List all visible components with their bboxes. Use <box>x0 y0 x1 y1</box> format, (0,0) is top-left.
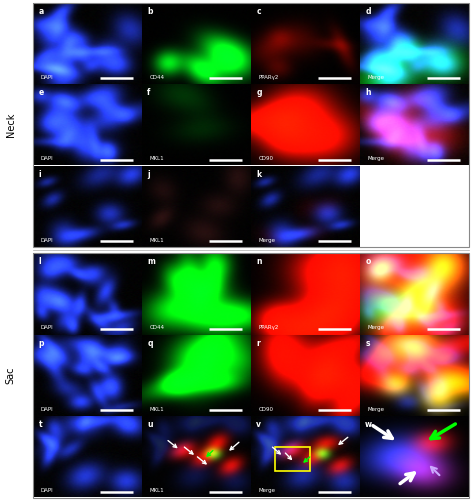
Text: Merge: Merge <box>259 238 276 243</box>
Text: DAPI: DAPI <box>41 488 53 494</box>
Text: DAPI: DAPI <box>41 75 53 80</box>
Text: h: h <box>365 88 371 97</box>
Text: CD90: CD90 <box>259 407 274 412</box>
Text: DAPI: DAPI <box>41 156 53 162</box>
Text: q: q <box>147 338 153 347</box>
Text: j: j <box>147 170 150 178</box>
Text: DAPI: DAPI <box>41 326 53 330</box>
Text: Merge: Merge <box>259 488 276 494</box>
Text: DAPI: DAPI <box>41 407 53 412</box>
Text: a: a <box>39 6 44 16</box>
Text: Merge: Merge <box>367 326 384 330</box>
Text: Merge: Merge <box>367 407 384 412</box>
Text: Merge: Merge <box>367 156 384 162</box>
Text: PPARγ2: PPARγ2 <box>259 75 279 80</box>
Text: CD44: CD44 <box>149 75 164 80</box>
Text: r: r <box>256 338 260 347</box>
Text: MKL1: MKL1 <box>149 407 164 412</box>
Text: g: g <box>256 88 262 97</box>
Text: MKL1: MKL1 <box>149 488 164 494</box>
Text: d: d <box>365 6 371 16</box>
Text: PPARγ2: PPARγ2 <box>259 326 279 330</box>
Text: CD44: CD44 <box>149 326 164 330</box>
Bar <box>275 447 309 471</box>
Text: Neck: Neck <box>6 112 16 137</box>
Text: u: u <box>147 420 153 429</box>
Text: v: v <box>256 420 261 429</box>
Text: Merge: Merge <box>367 75 384 80</box>
Text: n: n <box>256 257 262 266</box>
Text: b: b <box>147 6 153 16</box>
Text: f: f <box>147 88 151 97</box>
Text: k: k <box>256 170 261 178</box>
Text: CD90: CD90 <box>259 156 274 162</box>
Text: p: p <box>39 338 44 347</box>
Text: w: w <box>365 420 372 429</box>
Text: Sac: Sac <box>6 366 16 384</box>
Text: i: i <box>39 170 41 178</box>
Text: DAPI: DAPI <box>41 238 53 243</box>
Text: MKL1: MKL1 <box>149 156 164 162</box>
Text: c: c <box>256 6 261 16</box>
Text: MKL1: MKL1 <box>149 238 164 243</box>
Text: s: s <box>365 338 370 347</box>
Text: e: e <box>39 88 44 97</box>
Text: l: l <box>39 257 41 266</box>
Text: o: o <box>365 257 371 266</box>
Text: t: t <box>39 420 42 429</box>
Text: m: m <box>147 257 155 266</box>
